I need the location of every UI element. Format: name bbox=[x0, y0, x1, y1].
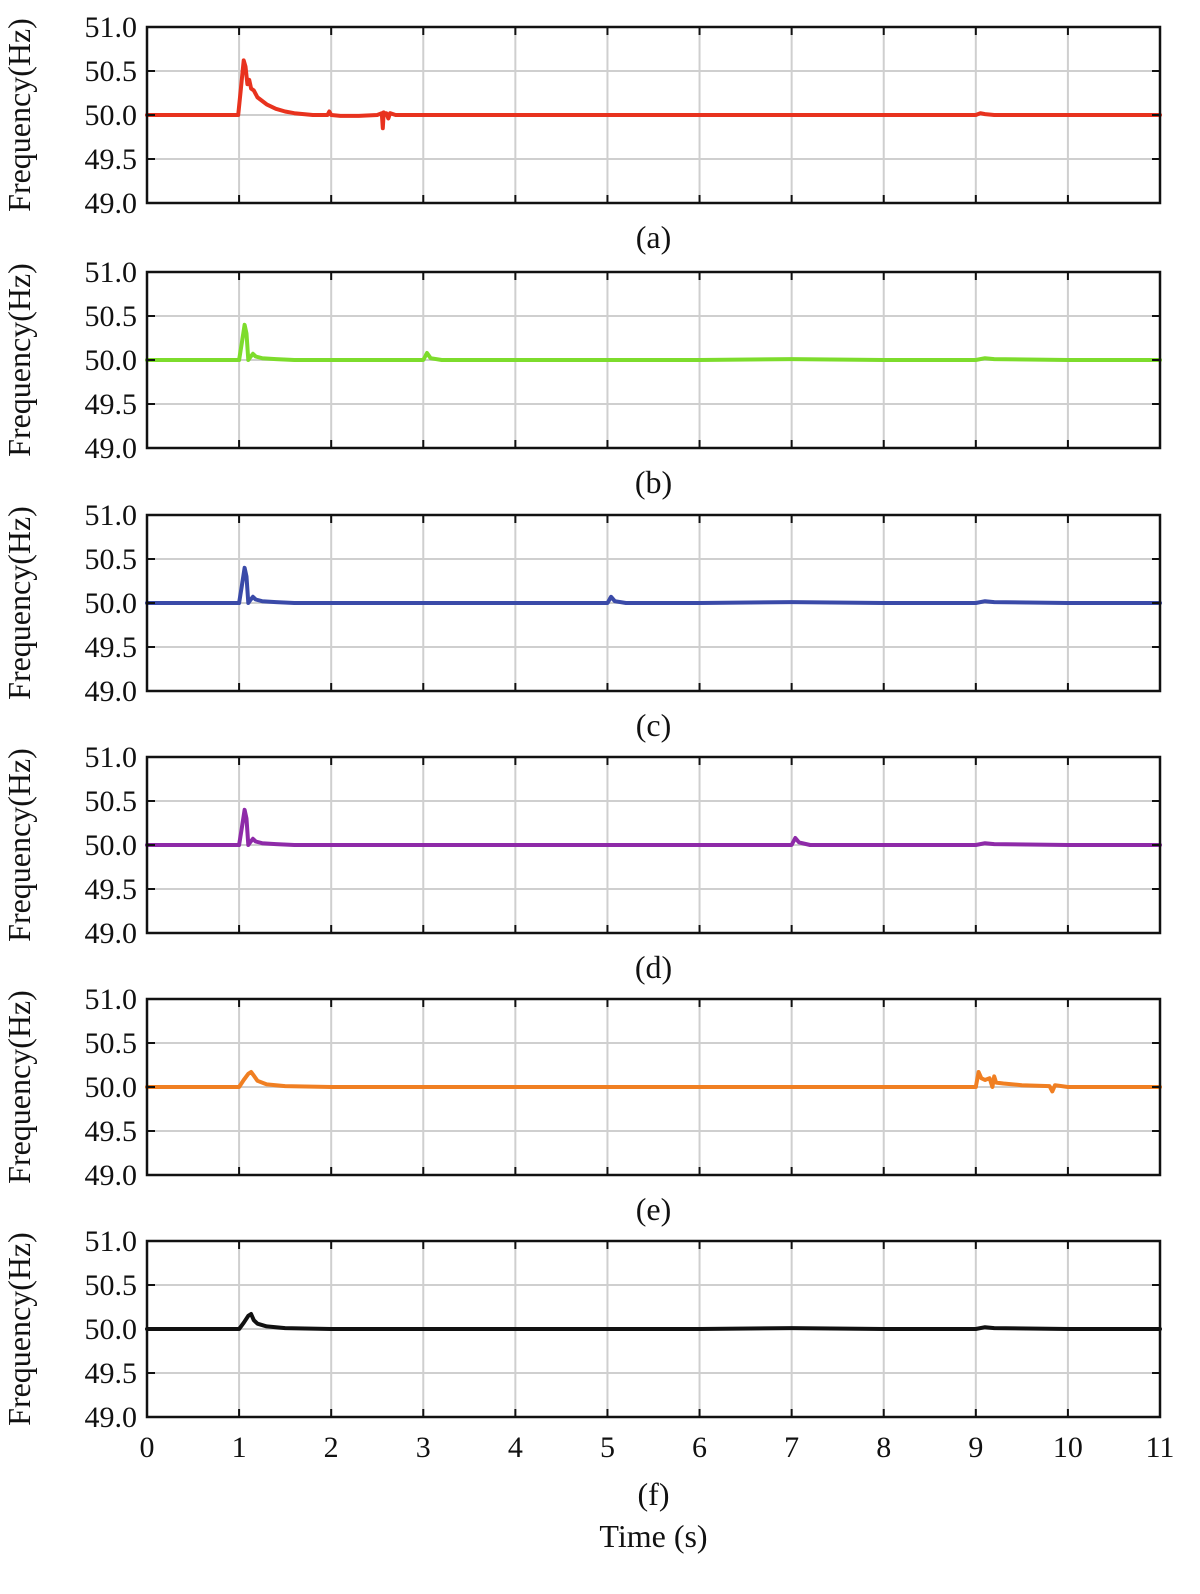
y-tick-label: 50.5 bbox=[85, 785, 138, 818]
series-line bbox=[145, 565, 1162, 605]
x-tick-label: 11 bbox=[1146, 1431, 1175, 1464]
y-tick-label: 49.5 bbox=[85, 388, 138, 421]
chart-panel-a: 49.0 49.5 50.0 50.5 51.0 Frequency(Hz) (a) bbox=[1, 11, 1162, 255]
x-tick-label: 0 bbox=[140, 1431, 155, 1464]
y-tick-label: 49.0 bbox=[85, 917, 138, 950]
y-tick-label: 50.5 bbox=[85, 1269, 138, 1302]
x-tick-label: 3 bbox=[416, 1431, 431, 1464]
x-tick-label: 6 bbox=[692, 1431, 707, 1464]
y-tick-label: 49.0 bbox=[85, 187, 138, 220]
y-tick-label: 50.0 bbox=[85, 829, 138, 862]
y-axis-title: Frequency(Hz) bbox=[1, 1232, 37, 1426]
series-line bbox=[145, 58, 1162, 131]
panel-caption: (a) bbox=[636, 219, 672, 255]
y-tick-label: 50.5 bbox=[85, 1027, 138, 1060]
y-tick-label: 50.0 bbox=[85, 1071, 138, 1104]
series-line bbox=[145, 322, 1162, 362]
x-tick-label: 2 bbox=[324, 1431, 339, 1464]
y-tick-label: 49.5 bbox=[85, 1357, 138, 1390]
series-line bbox=[145, 1312, 1162, 1331]
y-tick-label: 51.0 bbox=[85, 741, 138, 774]
y-tick-label: 50.0 bbox=[85, 587, 138, 620]
x-tick-label: 8 bbox=[876, 1431, 891, 1464]
y-tick-label: 50.5 bbox=[85, 55, 138, 88]
y-axis-title: Frequency(Hz) bbox=[1, 506, 37, 700]
y-tick-label: 49.5 bbox=[85, 1115, 138, 1148]
y-tick-label: 49.5 bbox=[85, 631, 138, 664]
x-tick-label: 1 bbox=[232, 1431, 247, 1464]
chart-panel-b: 49.0 49.5 50.0 50.5 51.0 Frequency(Hz) (b) bbox=[1, 256, 1162, 500]
y-tick-label: 51.0 bbox=[85, 1225, 138, 1258]
panel-caption: (d) bbox=[635, 949, 672, 985]
x-tick-label: 7 bbox=[784, 1431, 799, 1464]
y-tick-label: 49.5 bbox=[85, 143, 138, 176]
y-tick-label: 50.5 bbox=[85, 300, 138, 333]
series-line bbox=[145, 1070, 1162, 1094]
y-tick-label: 49.5 bbox=[85, 873, 138, 906]
panel-caption: (c) bbox=[636, 707, 672, 743]
chart-panel-c: 49.0 49.5 50.0 50.5 51.0 Frequency(Hz) (c) bbox=[1, 499, 1162, 743]
chart-panel-d: 49.0 49.5 50.0 50.5 51.0 Frequency(Hz) (d) bbox=[1, 741, 1162, 985]
y-tick-label: 49.0 bbox=[85, 432, 138, 465]
y-tick-label: 50.5 bbox=[85, 543, 138, 576]
x-tick-label: 4 bbox=[508, 1431, 523, 1464]
y-tick-label: 50.0 bbox=[85, 99, 138, 132]
x-tick-label: 10 bbox=[1053, 1431, 1083, 1464]
y-axis-title: Frequency(Hz) bbox=[1, 748, 37, 942]
y-axis-title: Frequency(Hz) bbox=[1, 18, 37, 212]
chart-panel-f: 49.0 49.5 50.0 50.5 51.0 Frequency(Hz) 0 1 2 3 4 5 6… bbox=[1, 1225, 1174, 1554]
panel-caption: (b) bbox=[635, 464, 672, 500]
y-tick-label: 50.0 bbox=[85, 1313, 138, 1346]
x-tick-label: 9 bbox=[968, 1431, 983, 1464]
y-tick-label: 51.0 bbox=[85, 11, 138, 44]
chart-panel-e: 49.0 49.5 50.0 50.5 51.0 Frequency(Hz) (e) bbox=[1, 983, 1162, 1227]
x-axis-title: Time (s) bbox=[599, 1518, 707, 1554]
y-tick-label: 49.0 bbox=[85, 1401, 138, 1434]
y-tick-label: 51.0 bbox=[85, 499, 138, 532]
panel-caption: (e) bbox=[636, 1191, 672, 1227]
x-tick-label: 5 bbox=[600, 1431, 615, 1464]
panel-caption: (f) bbox=[638, 1476, 670, 1512]
y-tick-label: 51.0 bbox=[85, 256, 138, 289]
y-tick-label: 50.0 bbox=[85, 344, 138, 377]
y-axis-title: Frequency(Hz) bbox=[1, 990, 37, 1184]
y-axis-title: Frequency(Hz) bbox=[1, 263, 37, 457]
series-line bbox=[145, 807, 1162, 847]
y-tick-label: 49.0 bbox=[85, 675, 138, 708]
y-tick-label: 49.0 bbox=[85, 1159, 138, 1192]
y-tick-label: 51.0 bbox=[85, 983, 138, 1016]
